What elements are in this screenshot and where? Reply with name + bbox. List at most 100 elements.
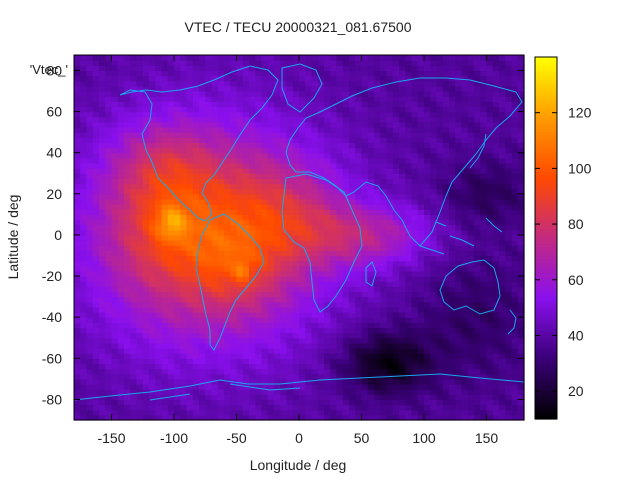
heatmap-cell bbox=[136, 188, 144, 195]
heatmap-cell bbox=[292, 168, 300, 174]
heatmap-cell bbox=[467, 358, 475, 365]
heatmap-cell bbox=[292, 132, 300, 138]
heatmap-cell bbox=[267, 116, 275, 123]
heatmap-cell bbox=[155, 96, 163, 102]
heatmap-cell bbox=[492, 70, 500, 77]
heatmap-cell bbox=[517, 270, 525, 277]
heatmap-cell bbox=[392, 152, 400, 159]
heatmap-cell bbox=[492, 121, 500, 128]
heatmap-cell bbox=[486, 70, 494, 77]
heatmap-cell bbox=[280, 301, 288, 308]
heatmap-cell bbox=[105, 368, 113, 375]
heatmap-cell bbox=[424, 198, 431, 205]
heatmap-cell bbox=[192, 132, 200, 138]
heatmap-cell bbox=[117, 224, 125, 231]
heatmap-cell bbox=[105, 224, 113, 231]
heatmap-cell bbox=[355, 286, 363, 293]
heatmap-cell bbox=[492, 363, 500, 370]
heatmap-cell bbox=[224, 353, 231, 359]
heatmap-cell bbox=[461, 173, 469, 179]
heatmap-cell bbox=[324, 157, 331, 164]
heatmap-cell bbox=[499, 270, 506, 277]
heatmap-cell bbox=[161, 173, 169, 179]
heatmap-cell bbox=[505, 132, 513, 138]
heatmap-cell bbox=[86, 152, 94, 159]
heatmap-cell bbox=[205, 126, 213, 133]
heatmap-cell bbox=[274, 240, 281, 246]
heatmap-cell bbox=[424, 414, 431, 421]
heatmap-cell bbox=[174, 224, 181, 231]
heatmap-cell bbox=[336, 75, 344, 82]
heatmap-cell bbox=[455, 137, 463, 143]
heatmap-cell bbox=[292, 270, 300, 277]
heatmap-cell bbox=[261, 142, 269, 149]
heatmap-cell bbox=[86, 85, 94, 92]
heatmap-cell bbox=[199, 152, 206, 159]
heatmap-cell bbox=[86, 332, 94, 339]
heatmap-cell bbox=[330, 245, 338, 251]
heatmap-cell bbox=[86, 327, 94, 334]
heatmap-cell bbox=[505, 306, 513, 313]
heatmap-cell bbox=[405, 337, 413, 344]
heatmap-cell bbox=[380, 286, 388, 293]
heatmap-cell bbox=[174, 327, 181, 334]
heatmap-cell bbox=[374, 353, 381, 359]
heatmap-cell bbox=[249, 265, 256, 272]
heatmap-cell bbox=[480, 265, 488, 272]
heatmap-cell bbox=[386, 337, 394, 344]
heatmap-cell bbox=[211, 301, 219, 308]
heatmap-cell bbox=[480, 126, 488, 133]
heatmap-cell bbox=[217, 409, 225, 416]
heatmap-cell bbox=[424, 373, 431, 380]
heatmap-cell bbox=[74, 90, 81, 97]
heatmap-cell bbox=[299, 152, 306, 159]
heatmap-cell bbox=[180, 229, 188, 236]
heatmap-cell bbox=[330, 178, 338, 185]
heatmap-cell bbox=[80, 80, 88, 87]
heatmap-cell bbox=[186, 399, 194, 406]
heatmap-cell bbox=[174, 260, 181, 267]
heatmap-cell bbox=[286, 178, 294, 185]
heatmap-cell bbox=[286, 342, 294, 349]
heatmap-cell bbox=[205, 147, 213, 154]
heatmap-cell bbox=[174, 409, 181, 416]
heatmap-cell bbox=[411, 394, 419, 401]
heatmap-cell bbox=[92, 193, 100, 200]
heatmap-cell bbox=[255, 291, 263, 298]
heatmap-cell bbox=[399, 409, 406, 416]
heatmap-cell bbox=[380, 250, 388, 257]
heatmap-cell bbox=[249, 80, 256, 87]
heatmap-cell bbox=[511, 147, 519, 154]
heatmap-cell bbox=[492, 332, 500, 339]
heatmap-cell bbox=[517, 193, 525, 200]
heatmap-cell bbox=[99, 193, 106, 200]
heatmap-cell bbox=[74, 204, 81, 210]
heatmap-cell bbox=[330, 332, 338, 339]
heatmap-cell bbox=[299, 121, 306, 128]
heatmap-cell bbox=[249, 332, 256, 339]
heatmap-cell bbox=[380, 152, 388, 159]
heatmap-cell bbox=[355, 332, 363, 339]
heatmap-cell bbox=[274, 296, 281, 303]
heatmap-cell bbox=[517, 209, 525, 215]
heatmap-cell bbox=[486, 111, 494, 118]
heatmap-cell bbox=[80, 332, 88, 339]
heatmap-cell bbox=[224, 394, 231, 401]
heatmap-cell bbox=[311, 219, 319, 226]
heatmap-cell bbox=[374, 75, 381, 82]
heatmap-cell bbox=[211, 265, 219, 272]
heatmap-cell bbox=[355, 101, 363, 108]
heatmap-cell bbox=[392, 245, 400, 251]
heatmap-cell bbox=[130, 337, 138, 344]
heatmap-cell bbox=[136, 60, 144, 66]
heatmap-cell bbox=[86, 193, 94, 200]
heatmap-cell bbox=[455, 219, 463, 226]
heatmap-cell bbox=[267, 306, 275, 313]
heatmap-cell bbox=[324, 152, 331, 159]
heatmap-cell bbox=[480, 353, 488, 359]
heatmap-cell bbox=[311, 312, 319, 318]
heatmap-cell bbox=[474, 265, 481, 272]
heatmap-cell bbox=[424, 358, 431, 365]
heatmap-cell bbox=[286, 301, 294, 308]
heatmap-cell bbox=[86, 296, 94, 303]
